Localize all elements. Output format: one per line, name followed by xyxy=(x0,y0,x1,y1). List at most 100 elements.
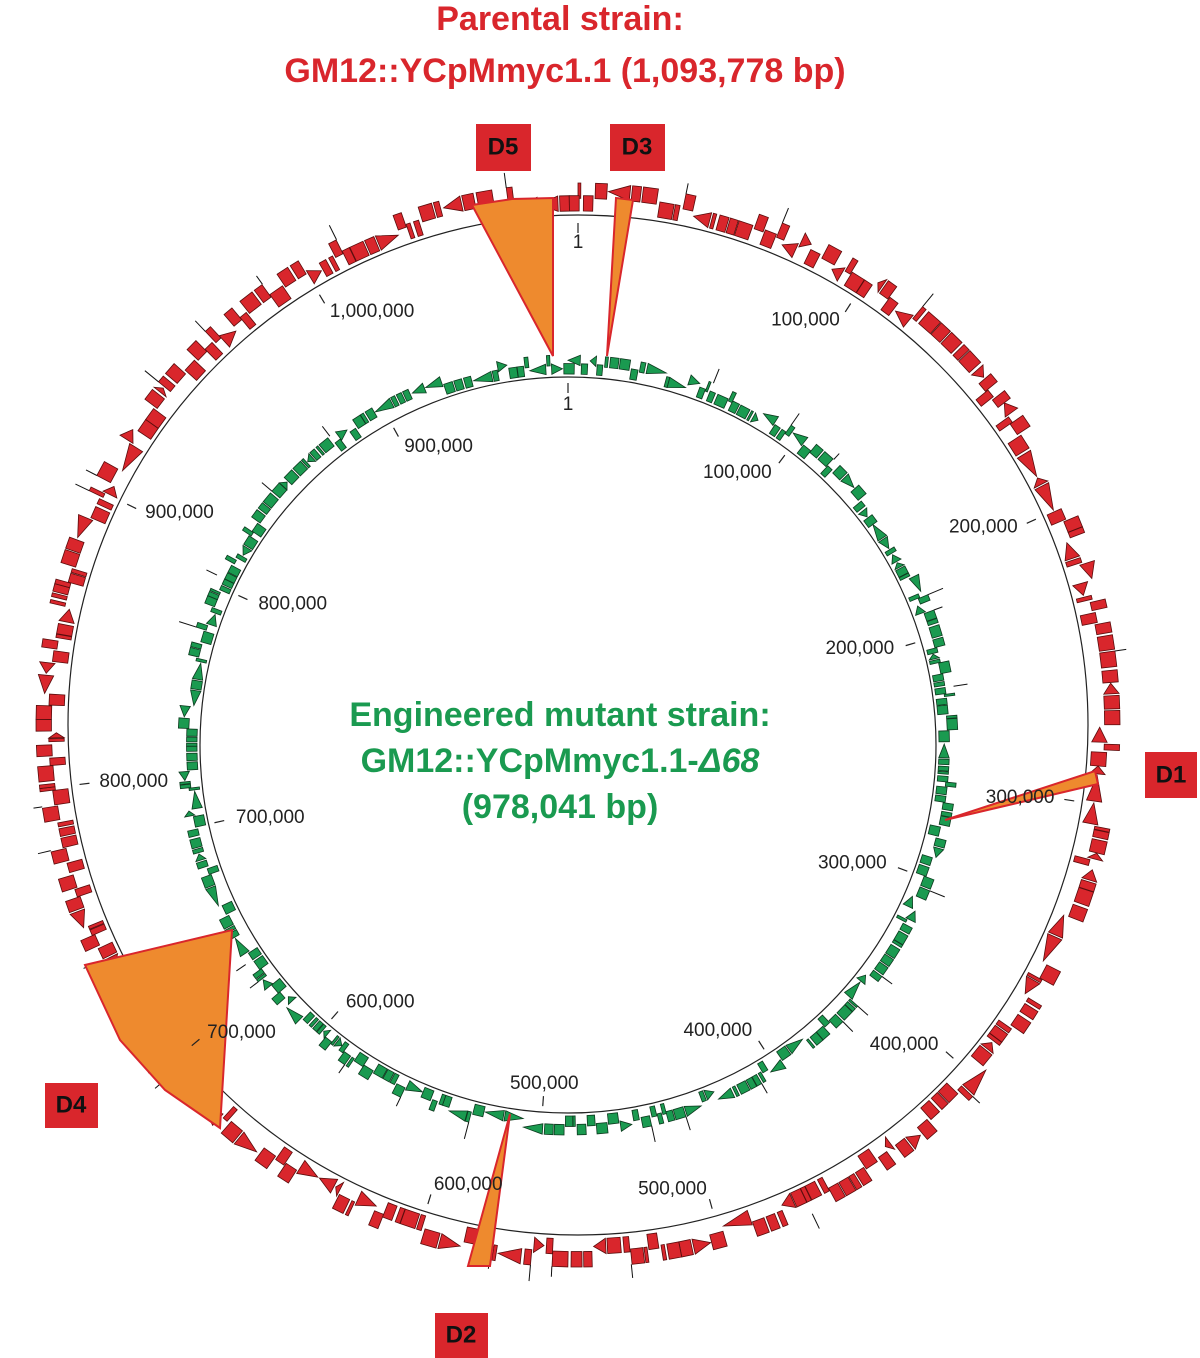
gene xyxy=(289,260,307,280)
gene-arrow xyxy=(749,411,759,423)
gene xyxy=(204,326,222,344)
gene xyxy=(563,363,575,375)
gene xyxy=(912,306,927,322)
gene xyxy=(970,1044,993,1067)
gene xyxy=(938,815,952,827)
gene xyxy=(55,633,73,641)
gene xyxy=(848,1173,863,1191)
gene-arrow xyxy=(234,937,250,958)
gene xyxy=(751,1073,763,1087)
tick-mark xyxy=(1026,518,1037,524)
gene xyxy=(382,1068,395,1083)
gene xyxy=(389,1072,400,1086)
gene xyxy=(709,212,718,230)
gene xyxy=(50,847,70,865)
gene xyxy=(916,1118,938,1140)
gene xyxy=(353,1051,369,1068)
gene-tick xyxy=(33,806,43,809)
tick-mark xyxy=(905,642,916,647)
gene-tick xyxy=(395,1097,402,1107)
tick-label: 1,000,000 xyxy=(330,301,415,322)
gene xyxy=(344,1200,356,1217)
gene xyxy=(41,638,59,650)
gene xyxy=(257,502,272,515)
gene xyxy=(828,1182,846,1203)
gene xyxy=(191,846,205,855)
deletion-label: D4 xyxy=(56,1091,87,1118)
gene-tick xyxy=(685,1116,691,1131)
gene xyxy=(1067,526,1086,539)
gene xyxy=(177,717,190,729)
gene xyxy=(932,673,945,683)
gene xyxy=(559,195,570,212)
gene xyxy=(809,1031,824,1046)
gene-arrow xyxy=(855,974,867,986)
gene xyxy=(251,509,266,524)
gene xyxy=(649,1105,658,1118)
gene xyxy=(604,356,609,368)
gene xyxy=(318,437,335,454)
gene-arrow xyxy=(424,376,444,388)
gene xyxy=(88,486,106,498)
gene xyxy=(65,896,85,914)
gene xyxy=(733,220,754,241)
gene-arrow xyxy=(928,653,941,661)
gene-arrow xyxy=(891,554,902,565)
gene xyxy=(66,858,85,874)
mutant-size: (978,041 bp) xyxy=(462,788,659,826)
gene xyxy=(656,1112,665,1125)
gene xyxy=(938,758,950,766)
gene xyxy=(1073,855,1091,867)
gene-arrow xyxy=(970,363,985,378)
gene xyxy=(695,386,706,400)
gene xyxy=(844,257,859,275)
gene-tick xyxy=(37,850,51,855)
gene xyxy=(357,1064,374,1081)
mutant-title: Engineered mutant strain: xyxy=(349,696,770,734)
gene xyxy=(776,1045,792,1061)
gene xyxy=(338,1041,350,1054)
gene xyxy=(618,358,632,371)
gene-arrow xyxy=(980,1042,994,1055)
gene xyxy=(97,941,118,960)
gene xyxy=(209,587,221,596)
gene-arrow xyxy=(550,363,564,375)
gene xyxy=(727,390,737,404)
gene xyxy=(200,630,215,646)
gene-arrow xyxy=(69,908,86,929)
gene xyxy=(928,658,941,665)
gene xyxy=(757,1060,769,1074)
gene-tick xyxy=(953,683,968,687)
gene xyxy=(1092,829,1110,841)
gene xyxy=(898,572,911,581)
gene xyxy=(516,365,526,378)
gene xyxy=(184,359,207,381)
gene xyxy=(1104,709,1121,726)
gene xyxy=(219,584,232,595)
gene-arrow xyxy=(877,278,888,294)
gene-tick xyxy=(922,293,934,307)
gene-arrow xyxy=(857,507,868,518)
gene xyxy=(776,1209,789,1228)
gene xyxy=(87,919,105,930)
tick-label: 600,000 xyxy=(346,991,415,1012)
wedge-d5 xyxy=(470,196,554,357)
gene xyxy=(543,1123,554,1136)
gene xyxy=(363,236,381,256)
gene-arrow xyxy=(119,428,134,445)
gene xyxy=(880,296,899,317)
gene xyxy=(420,1228,441,1249)
gene xyxy=(186,745,198,752)
gene xyxy=(894,1137,915,1159)
gene-tick xyxy=(463,1122,470,1139)
gene-tick xyxy=(249,981,259,989)
gene xyxy=(195,859,209,870)
gene xyxy=(318,1036,333,1051)
gene xyxy=(186,736,198,743)
gene xyxy=(854,1166,873,1187)
gene-arrow xyxy=(692,212,713,229)
deletion-labels: D1 D2 D3 D4 D5 xyxy=(45,124,1197,1358)
gene xyxy=(312,1020,324,1033)
tick-label: 300,000 xyxy=(818,853,887,874)
mutant-name: GM12::YCpMmyc1.1-Δ68 xyxy=(361,742,760,780)
